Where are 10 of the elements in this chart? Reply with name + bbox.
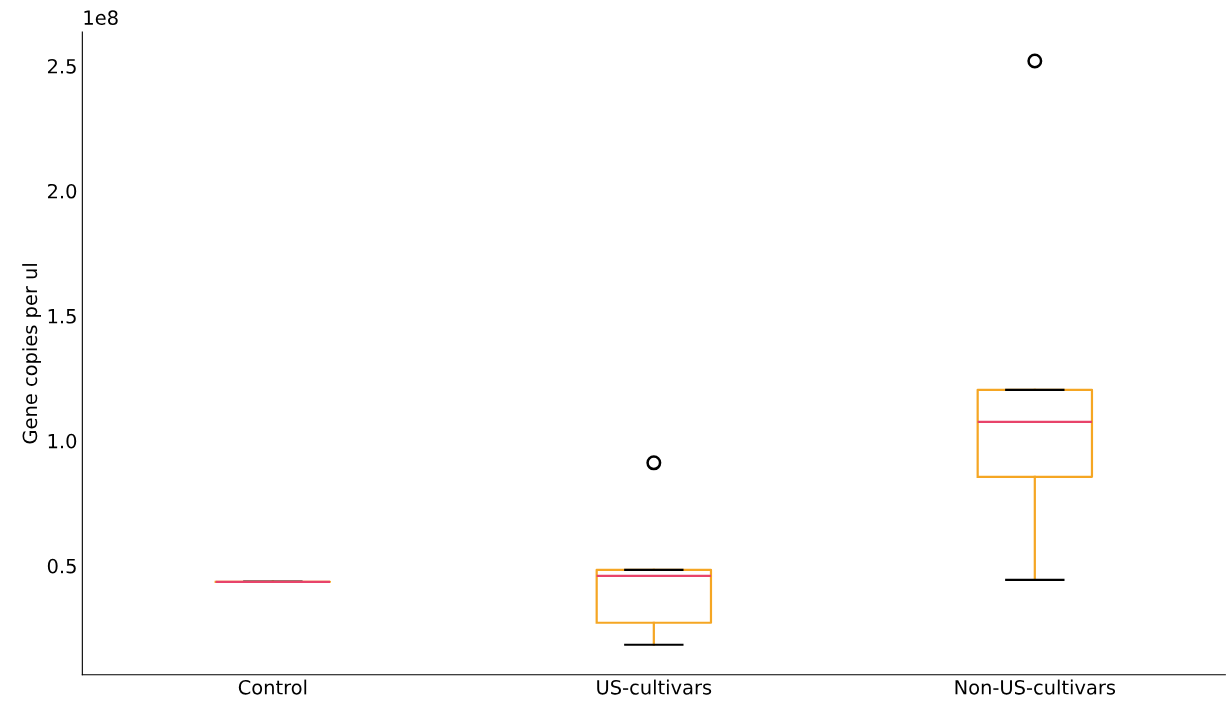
y-tick-label: 1.0 xyxy=(48,433,77,449)
x-tick-label: Control xyxy=(238,679,307,695)
y-tick-label: 0.5 xyxy=(47,558,76,574)
x-tick-label: US-cultivars xyxy=(597,679,712,695)
y-tick-label: 2.5 xyxy=(47,58,76,74)
y-tick-label: 2.0 xyxy=(47,183,77,199)
x-tick-label: Non-US-cultivars xyxy=(955,679,1116,695)
text: 1e8 xyxy=(84,10,118,26)
y-tick-label: 1.5 xyxy=(48,309,76,324)
y-axis-title: Gene copies per ul xyxy=(22,264,41,444)
